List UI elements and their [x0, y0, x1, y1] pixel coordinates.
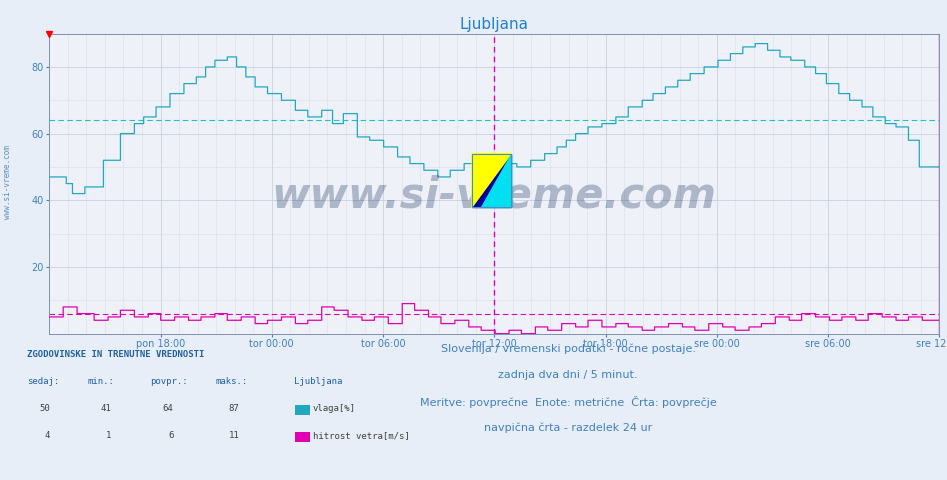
Polygon shape — [472, 154, 511, 207]
Text: vlaga[%]: vlaga[%] — [313, 404, 355, 413]
Text: www.si-vreme.com: www.si-vreme.com — [3, 145, 12, 219]
Text: zadnja dva dni / 5 minut.: zadnja dva dni / 5 minut. — [498, 370, 638, 380]
Text: 50: 50 — [40, 404, 50, 413]
Title: Ljubljana: Ljubljana — [460, 17, 528, 33]
Text: povpr.:: povpr.: — [150, 377, 188, 386]
Text: hitrost vetra[m/s]: hitrost vetra[m/s] — [313, 431, 409, 440]
Text: 11: 11 — [229, 431, 240, 440]
Text: maks.:: maks.: — [216, 377, 248, 386]
Polygon shape — [472, 154, 511, 207]
Text: 64: 64 — [163, 404, 173, 413]
Text: 1: 1 — [105, 431, 111, 440]
Text: min.:: min.: — [87, 377, 114, 386]
Text: navpična črta - razdelek 24 ur: navpična črta - razdelek 24 ur — [484, 422, 652, 433]
Text: 41: 41 — [100, 404, 111, 413]
Text: 4: 4 — [45, 431, 50, 440]
Text: 6: 6 — [168, 431, 173, 440]
Text: Slovenija / vremenski podatki - ročne postaje.: Slovenija / vremenski podatki - ročne po… — [440, 343, 696, 354]
Text: sedaj:: sedaj: — [27, 377, 59, 386]
Text: www.si-vreme.com: www.si-vreme.com — [272, 175, 717, 216]
Text: ZGODOVINSKE IN TRENUTNE VREDNOSTI: ZGODOVINSKE IN TRENUTNE VREDNOSTI — [27, 350, 204, 360]
Polygon shape — [481, 154, 511, 207]
Text: Ljubljana: Ljubljana — [294, 377, 342, 386]
Text: Meritve: povprečne  Enote: metrične  Črta: povprečje: Meritve: povprečne Enote: metrične Črta:… — [420, 396, 717, 408]
Text: 87: 87 — [229, 404, 240, 413]
Bar — [472, 154, 511, 207]
